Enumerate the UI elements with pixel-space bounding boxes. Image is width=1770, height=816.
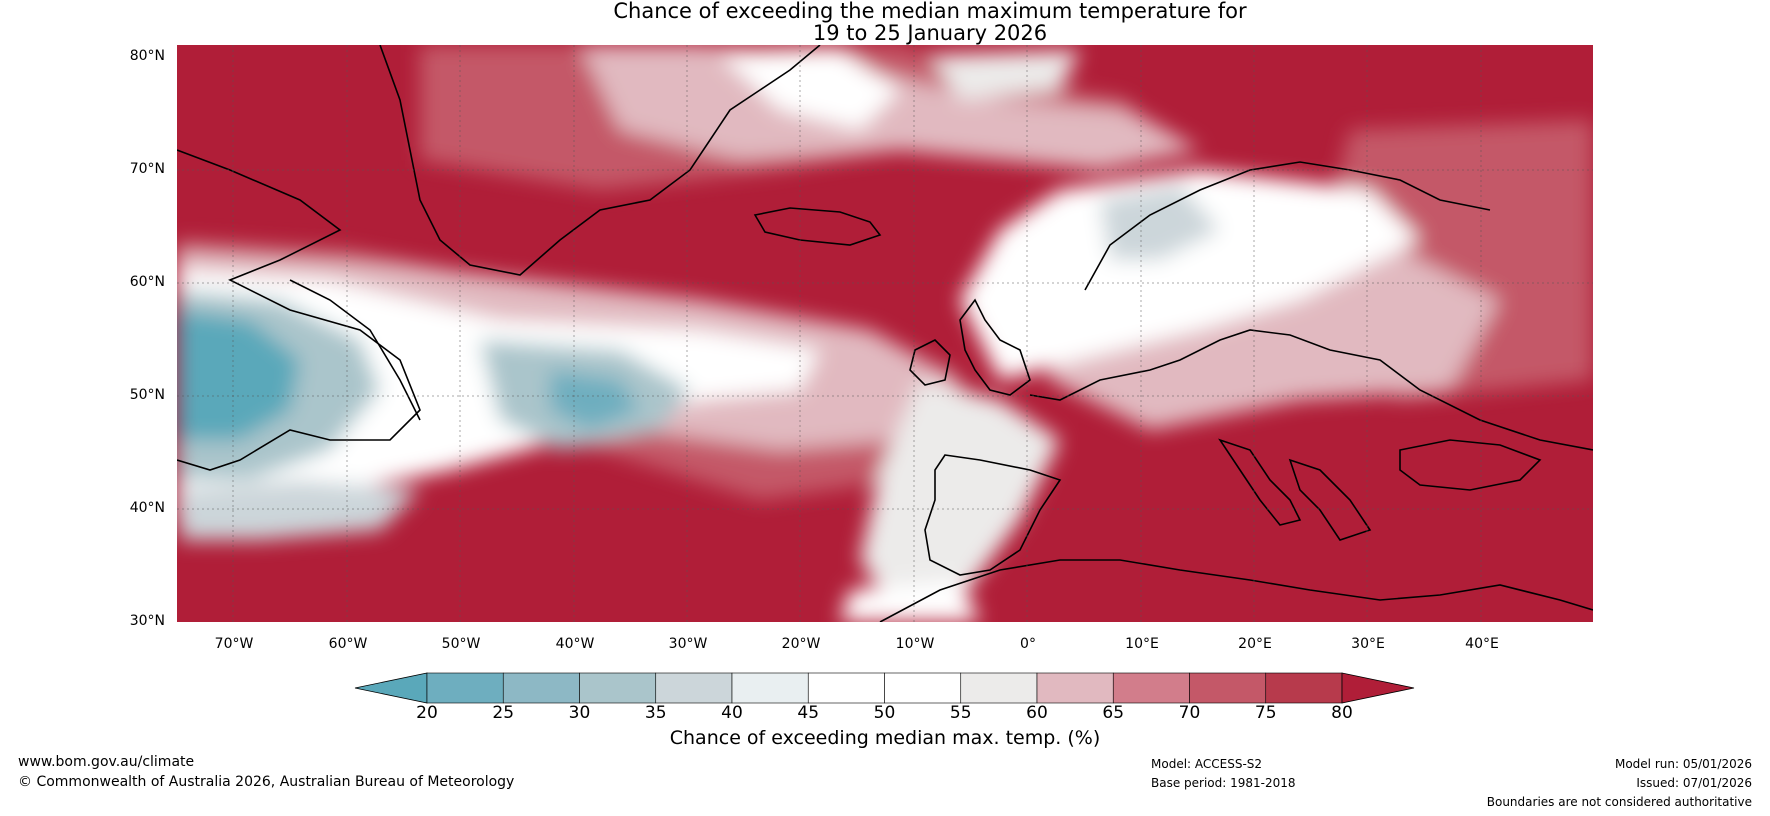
footer-base-period: Base period: 1981-2018: [1151, 776, 1296, 790]
field-cold-canada: [177, 310, 300, 440]
colorbar-tick-label: 65: [1102, 703, 1125, 723]
coast-greenland: [379, 45, 821, 276]
coast-iceland: [753, 207, 882, 246]
coast-italy: [1218, 438, 1302, 526]
lat-label-30n: 30°N: [129, 613, 165, 629]
colorbar-tick-label: 35: [644, 703, 667, 723]
lat-label-60n: 60°N: [129, 274, 165, 290]
lon-label-40w: 40°W: [555, 636, 595, 652]
lon-label-70w: 70°W: [214, 636, 254, 652]
lon-label-10w: 10°W: [895, 636, 935, 652]
lat-label-80n: 80°N: [129, 48, 165, 64]
colorbar-segment: [655, 672, 733, 704]
graticule: [177, 45, 1593, 622]
coast-ireland: [909, 339, 951, 386]
field-cold-midatlantic: [550, 370, 640, 430]
colorbar-tick-label: 40: [721, 703, 743, 723]
lat-label-70n: 70°N: [129, 161, 165, 177]
colorbar-segment: [884, 672, 962, 704]
footer-model: Model: ACCESS-S2: [1151, 757, 1263, 771]
field-neutral-iberia: [860, 380, 1060, 620]
field-neutral-greenland-e: [720, 50, 900, 130]
field-cool-southwest: [180, 480, 420, 540]
colorbar-segment: [1112, 672, 1190, 704]
colorbar-extend-high: [1341, 672, 1415, 704]
colorbar-segment: [579, 672, 657, 704]
coast-canada: [177, 149, 421, 471]
colorbar-segment: [502, 672, 580, 704]
lon-label-20w: 20°W: [781, 636, 821, 652]
colorbar-segment: [426, 672, 504, 704]
coast-balkans: [1288, 458, 1372, 541]
lat-label-40n: 40°N: [129, 500, 165, 516]
lat-label-50n: 50°N: [129, 387, 165, 403]
coast-norway: [1084, 161, 1491, 291]
probability-field: [177, 45, 1593, 622]
colorbar-tick-label: 80: [1331, 703, 1353, 723]
coast-africa: [879, 559, 1593, 622]
colorbar-tick-label: 45: [797, 703, 820, 723]
coast-uk: [959, 298, 1031, 396]
lon-label-60w: 60°W: [328, 636, 368, 652]
lon-label-50w: 50°W: [441, 636, 481, 652]
colorbar-segment: [960, 672, 1038, 704]
field-neutral-europe: [960, 170, 1420, 380]
coast-europe: [1029, 329, 1593, 451]
colorbar-label: Chance of exceeding median max. temp. (%…: [669, 727, 1101, 749]
footer-copyright: © Commonwealth of Australia 2026, Austra…: [18, 774, 515, 790]
coast-labrador: [289, 279, 421, 421]
chart-title-line-1: Chance of exceeding the median maximum t…: [613, 0, 1247, 23]
lon-label-20e: 20°E: [1238, 636, 1272, 652]
chart-title-line-2: 19 to 25 January 2026: [812, 21, 1048, 45]
footer-website: www.bom.gov.au/climate: [18, 754, 195, 770]
footer-issued: Issued: 07/01/2026: [1636, 776, 1752, 790]
footer-model-run: Model run: 05/01/2026: [1614, 757, 1752, 771]
colorbar-extend-low: [354, 672, 428, 704]
field-cool-scandinavia: [1100, 185, 1220, 260]
colorbar-tick-label: 30: [568, 703, 591, 723]
colorbar-segment: [1189, 672, 1267, 704]
field-lightwarm-north: [580, 45, 1200, 170]
colorbar-segment: [731, 672, 809, 704]
coastlines: [177, 45, 1593, 622]
colorbar-tick-label: 25: [492, 703, 515, 723]
colorbar-tick-label: 60: [1026, 703, 1048, 723]
lon-label-0: 0°: [1020, 636, 1036, 652]
colorbar-segment: [1265, 672, 1343, 704]
lon-label-30e: 30°E: [1351, 636, 1385, 652]
colorbar-tick-label: 50: [873, 703, 896, 723]
lon-label-40e: 40°E: [1465, 636, 1499, 652]
footer-disclaimer: Boundaries are not considered authoritat…: [1486, 795, 1752, 809]
coast-blacksea: [1399, 439, 1542, 491]
coast-iberia: [924, 454, 1062, 576]
colorbar-segment: [807, 672, 885, 704]
field-neutral-arctic: [930, 50, 1080, 100]
colorbar-tick-label: 75: [1254, 703, 1277, 723]
colorbar-tick-label: 70: [1178, 703, 1201, 723]
colorbar-segment: [1036, 672, 1114, 704]
lon-label-30w: 30°W: [668, 636, 708, 652]
field-neutral-south-iberia: [840, 580, 980, 622]
colorbar-tick-label: 55: [949, 703, 972, 723]
colorbar-tick-label: 20: [416, 703, 438, 723]
lon-label-10e: 10°E: [1125, 636, 1159, 652]
